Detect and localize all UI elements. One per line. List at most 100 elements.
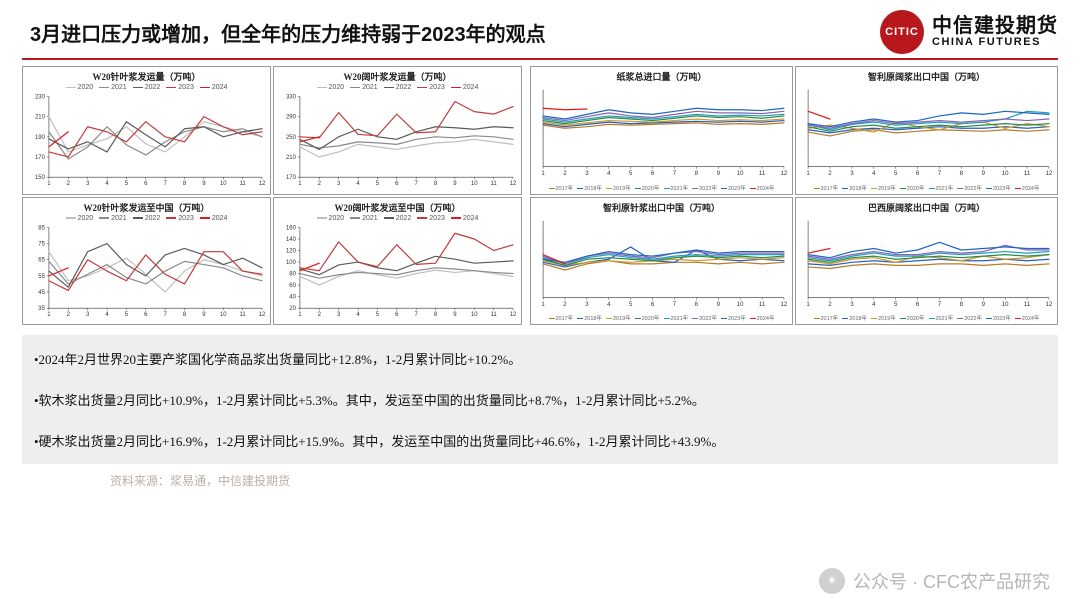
svg-text:9: 9 [202,312,206,318]
chart-title: 巴西原阔浆出口中国（万吨） [800,201,1053,214]
right-chart-grid: 纸浆总进口量（万吨）1234567891011122017年2018年2019年… [530,66,1058,325]
svg-text:5: 5 [376,312,380,318]
svg-text:10: 10 [220,181,227,187]
svg-text:6: 6 [395,312,399,318]
svg-text:5: 5 [125,181,129,187]
chart-body: 123456789101112 [535,215,788,314]
watermark: ✶ 公众号 · CFC农产品研究 [819,568,1050,594]
svg-text:11: 11 [759,301,766,307]
svg-text:8: 8 [434,312,438,318]
svg-text:6: 6 [144,181,148,187]
source-text: 资料来源：浆易通，中信建投期货 [0,464,1080,489]
bullets-panel: •2024年2月世界20主要产浆国化学商品浆出货量同比+12.8%，1-2月累计… [22,335,1058,464]
svg-text:170: 170 [35,155,46,161]
left-chart-grid: W20针叶浆发运量（万吨）202020212022202320241501701… [22,66,522,325]
svg-text:2: 2 [318,181,322,187]
svg-text:11: 11 [240,312,247,318]
svg-text:12: 12 [781,171,788,177]
svg-text:3: 3 [850,301,854,307]
svg-text:330: 330 [286,94,297,100]
svg-text:4: 4 [872,301,876,307]
header: 3月进口压力或增加，但全年的压力维持弱于2023年的观点 CITIC 中信建投期… [0,0,1080,58]
chart-cell: 智利原阔浆出口中国（万吨）1234567891011122017年2018年20… [795,66,1058,195]
chart-legend: 20202021202220232024 [278,84,517,91]
svg-text:8: 8 [434,181,438,187]
svg-text:10: 10 [1002,301,1009,307]
svg-text:12: 12 [510,181,517,187]
bullet-item: •软木浆出货量2月同比+10.9%，1-2月累计同比+5.3%。其中，发运至中国… [34,390,1046,409]
svg-text:7: 7 [938,301,942,307]
chart-cell: W20针叶浆发运至中国（万吨）2020202120222023202435455… [22,197,271,326]
svg-text:7: 7 [673,171,677,177]
svg-text:190: 190 [35,135,46,141]
svg-text:5: 5 [629,301,633,307]
chart-body: 123456789101112 [800,215,1053,314]
chart-legend: 20202021202220232024 [27,84,266,91]
chart-legend: 2017年2018年2019年2020年2021年2022年2023年2024年 [535,313,788,322]
svg-text:2: 2 [563,301,567,307]
svg-text:8: 8 [960,301,964,307]
svg-text:120: 120 [286,248,297,254]
svg-text:12: 12 [259,312,266,318]
charts-row: W20针叶浆发运量（万吨）202020212022202320241501701… [0,66,1080,325]
chart-title: 智利原阔浆出口中国（万吨） [800,70,1053,83]
svg-text:1: 1 [47,181,51,187]
svg-text:1: 1 [541,171,545,177]
svg-text:6: 6 [395,181,399,187]
svg-text:2: 2 [828,171,832,177]
svg-text:9: 9 [982,301,986,307]
svg-text:3: 3 [337,181,341,187]
chart-body: 170210250290330123456789101112 [278,92,517,192]
svg-text:6: 6 [144,312,148,318]
chart-cell: 智利原针浆出口中国（万吨）1234567891011122017年2018年20… [530,197,793,326]
svg-text:65: 65 [38,257,45,263]
chart-title: 纸浆总进口量（万吨） [535,70,788,83]
svg-text:7: 7 [163,312,167,318]
svg-text:12: 12 [1046,301,1053,307]
svg-text:11: 11 [1024,301,1031,307]
svg-text:4: 4 [105,312,109,318]
svg-text:8: 8 [695,301,699,307]
svg-text:2: 2 [67,312,71,318]
svg-text:4: 4 [872,171,876,177]
chart-cell: W20针叶浆发运量（万吨）202020212022202320241501701… [22,66,271,195]
chart-cell: W20阔叶浆发运至中国（万吨）2020202120222023202420406… [273,197,522,326]
svg-text:1: 1 [47,312,51,318]
svg-text:11: 11 [491,312,498,318]
chart-title: W20针叶浆发运量（万吨） [27,70,266,83]
svg-text:5: 5 [125,312,129,318]
svg-text:7: 7 [414,312,418,318]
logo-badge-icon: CITIC [880,10,924,54]
svg-text:3: 3 [850,171,854,177]
svg-text:10: 10 [737,171,744,177]
svg-text:290: 290 [286,115,297,121]
svg-text:3: 3 [585,171,589,177]
svg-text:4: 4 [356,181,360,187]
chart-body: 123456789101112 [800,84,1053,183]
svg-text:9: 9 [982,171,986,177]
chart-body: 20406080100120140160123456789101112 [278,223,517,323]
svg-text:10: 10 [220,312,227,318]
svg-text:10: 10 [737,301,744,307]
logo-block: CITIC 中信建投期货 CHINA FUTURES [880,10,1058,54]
chart-body: 354555657585123456789101112 [27,223,266,323]
logo-en: CHINA FUTURES [932,37,1058,49]
bullet-item: •2024年2月世界20主要产浆国化学商品浆出货量同比+12.8%，1-2月累计… [34,349,1046,368]
svg-text:8: 8 [183,312,187,318]
svg-text:2: 2 [67,181,71,187]
page-title: 3月进口压力或增加，但全年的压力维持弱于2023年的观点 [30,18,546,47]
svg-text:140: 140 [286,237,297,243]
svg-text:7: 7 [938,171,942,177]
chart-title: W20阔叶浆发运至中国（万吨） [278,201,517,214]
svg-text:4: 4 [105,181,109,187]
svg-text:2: 2 [828,301,832,307]
svg-text:9: 9 [717,301,721,307]
chart-legend: 20202021202220232024 [27,215,266,222]
svg-text:6: 6 [916,171,920,177]
svg-text:250: 250 [286,135,297,141]
svg-text:230: 230 [35,94,46,100]
svg-text:12: 12 [259,181,266,187]
svg-text:6: 6 [916,301,920,307]
chart-cell: 巴西原阔浆出口中国（万吨）1234567891011122017年2018年20… [795,197,1058,326]
svg-text:2: 2 [318,312,322,318]
